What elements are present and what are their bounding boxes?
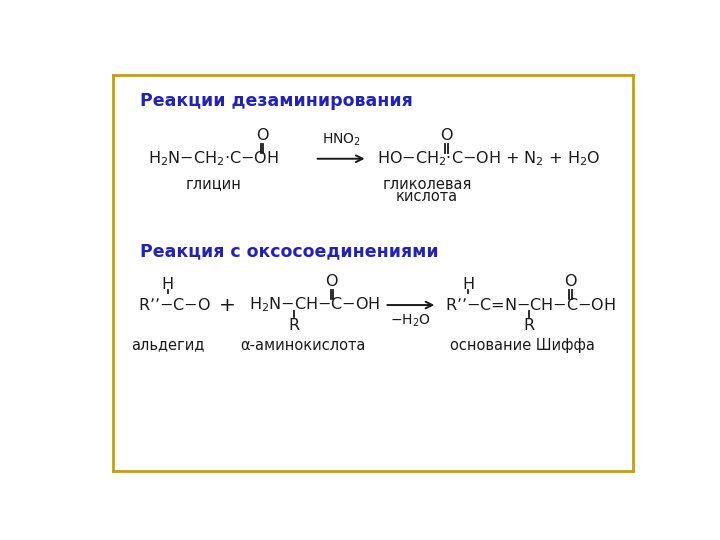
Text: глицин: глицин — [186, 176, 242, 191]
Text: O: O — [440, 128, 453, 143]
Text: α-аминокислота: α-аминокислота — [240, 338, 366, 353]
Text: H$_2$N$-$CH$_2$$\cdot$C$-$OH: H$_2$N$-$CH$_2$$\cdot$C$-$OH — [148, 150, 279, 168]
Text: O: O — [325, 274, 338, 289]
Text: O: O — [564, 274, 577, 289]
Text: $-$H$_2$O: $-$H$_2$O — [390, 313, 431, 329]
Text: H$_2$N$-$CH$-$C$-$OH: H$_2$N$-$CH$-$C$-$OH — [249, 296, 380, 314]
Text: H: H — [462, 276, 474, 292]
Text: H: H — [161, 276, 174, 292]
Text: +: + — [219, 295, 235, 314]
Text: альдегид: альдегид — [131, 338, 204, 353]
Text: R: R — [523, 318, 534, 333]
Text: O: O — [256, 128, 269, 143]
Text: R’’$-$C$-$O: R’’$-$C$-$O — [138, 297, 211, 313]
Text: Реакция с оксосоединениями: Реакция с оксосоединениями — [140, 242, 439, 260]
Text: Реакции дезаминирования: Реакции дезаминирования — [140, 92, 413, 110]
Text: R: R — [288, 318, 300, 333]
Text: HO$-$CH$_2$$\cdot$C$-$OH + N$_2$ + H$_2$O: HO$-$CH$_2$$\cdot$C$-$OH + N$_2$ + H$_2$… — [377, 150, 600, 168]
Text: гликолевая: гликолевая — [382, 177, 472, 192]
Text: HNO$_2$: HNO$_2$ — [322, 132, 361, 148]
Text: основание Шиффа: основание Шиффа — [450, 338, 595, 353]
Text: кислота: кислота — [396, 189, 458, 204]
Text: R’’$-$C=N$-$CH$-$C$-$OH: R’’$-$C=N$-$CH$-$C$-$OH — [445, 297, 616, 313]
